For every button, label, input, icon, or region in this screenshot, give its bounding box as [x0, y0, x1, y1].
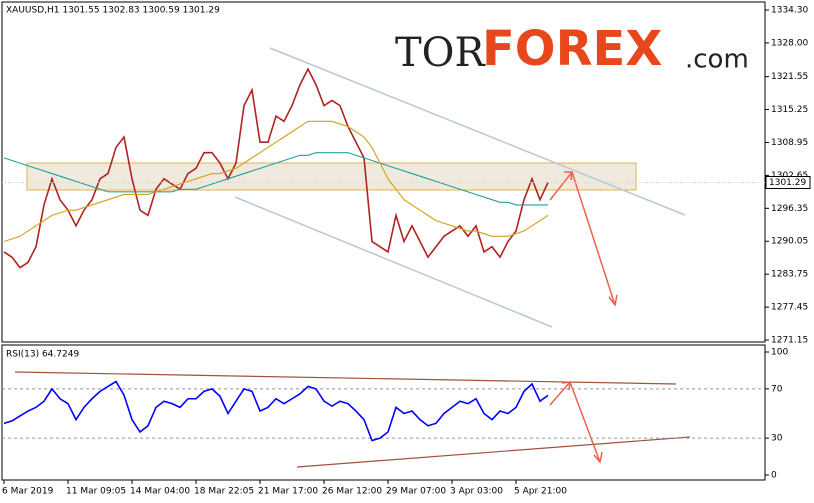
y-tick-label: 1302.65: [771, 171, 808, 181]
y-tick-label: 1315.25: [771, 105, 808, 115]
channel-upper: [269, 47, 686, 216]
y-tick-label: 1283.75: [771, 270, 808, 280]
x-tick-label: 11 Mar 09:05: [66, 487, 126, 497]
x-tick-label: 18 Mar 22:05: [194, 487, 254, 497]
y-tick-label: 1308.95: [771, 138, 808, 148]
y-tick-label: 1321.55: [771, 72, 808, 82]
y-tick-label: 1334.30: [771, 5, 808, 15]
y-tick-label: 30: [771, 434, 783, 444]
rsi-title: RSI(13) 64.7249: [6, 350, 79, 360]
y-tick-label: 1271.15: [771, 336, 808, 346]
x-tick-label: 14 Mar 04:00: [130, 487, 190, 497]
channel-lower: [234, 196, 553, 328]
logo-com: .com: [685, 45, 749, 75]
x-tick-label: 6 Mar 2019: [2, 487, 54, 497]
last-price-label: 1301.29: [769, 178, 806, 188]
x-tick-label: 21 Mar 17:00: [258, 487, 318, 497]
series-line: [3, 120, 549, 243]
rsi-trend-lower: [296, 436, 691, 468]
forecast-arrows: [549, 171, 618, 464]
x-tick-label: 3 Apr 03:00: [450, 487, 503, 497]
series-line: [3, 152, 548, 206]
last-price-box: [765, 176, 811, 190]
rsi-panel: [1, 344, 766, 481]
y-tick-label: 0: [771, 470, 777, 480]
x-tick-label: 26 Mar 12:00: [322, 487, 382, 497]
x-tick-label: 5 Apr 21:00: [514, 487, 567, 497]
y-tick-label: 70: [771, 384, 783, 394]
y-tick-label: 100: [771, 348, 788, 358]
price-title: XAUUSD,H1 1301.55 1302.83 1300.59 1301.2…: [6, 6, 220, 16]
series-line: [3, 380, 549, 442]
y-tick-label: 1328.00: [771, 38, 808, 48]
y-tick-label: 1277.45: [771, 303, 808, 313]
x-tick-label: 29 Mar 07:00: [386, 487, 446, 497]
y-tick-label: 1290.05: [771, 237, 808, 247]
resistance-zone: [26, 162, 637, 191]
logo-tor: TOR: [395, 30, 486, 76]
logo-forex: FOREX: [482, 21, 662, 77]
y-tick-label: 1296.35: [771, 204, 808, 214]
